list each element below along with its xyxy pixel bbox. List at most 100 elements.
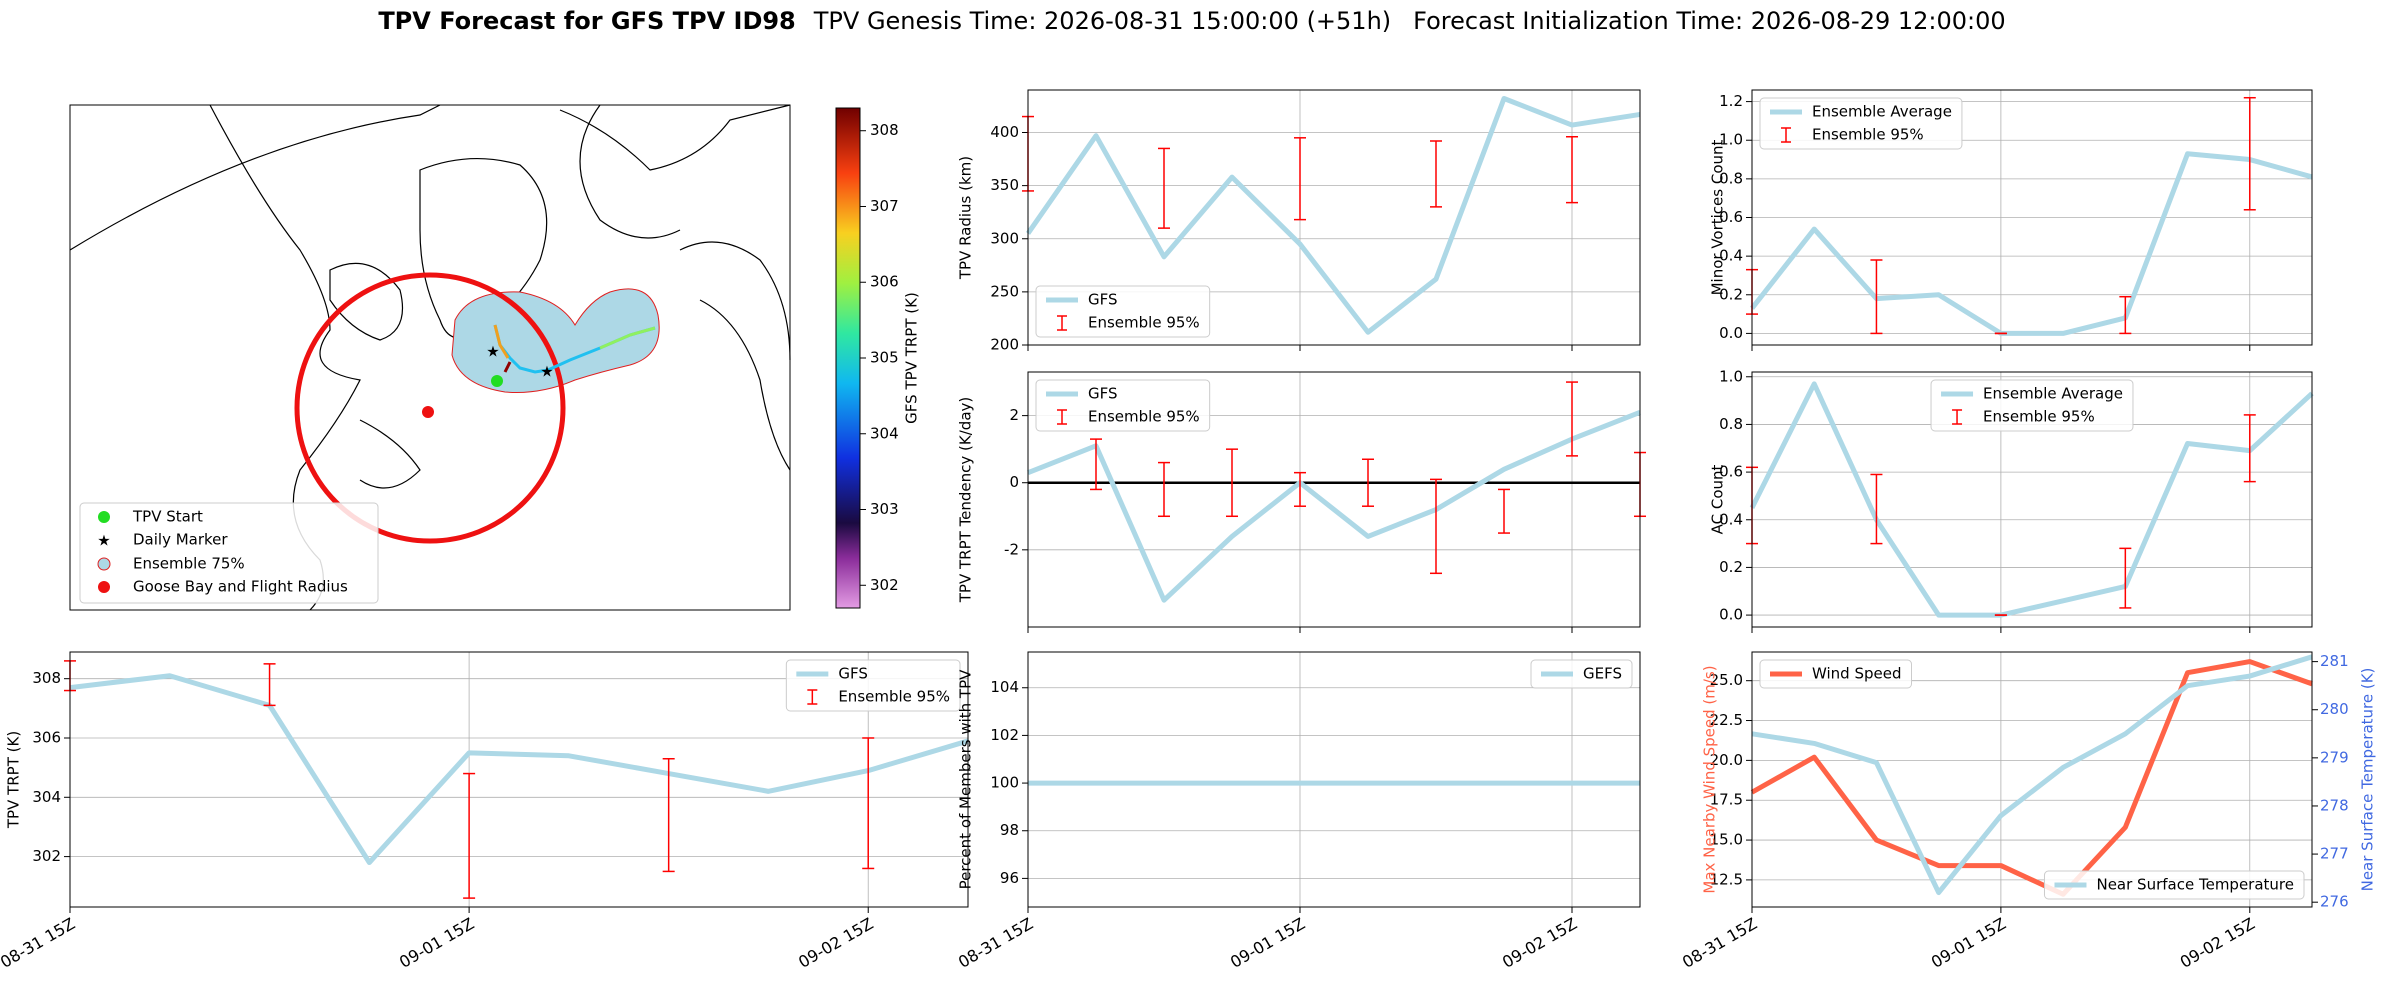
legend: GEFS: [1530, 659, 1633, 689]
y-tick-label: 0.4: [1719, 247, 1743, 265]
legend-marker: [97, 557, 111, 571]
y-tick-label: 25.0: [1710, 671, 1743, 689]
map-panel: ★ ★ ★ TPV Start Daily Marker Ensemble 75…: [69, 104, 921, 611]
legend-marker: [98, 581, 110, 593]
error-bar: [1090, 438, 1102, 491]
plot-frame: [1027, 651, 1641, 908]
x-tick-label: 09-01 15Z: [396, 914, 477, 972]
error-bar: [2243, 414, 2256, 483]
tpv-start: [491, 375, 503, 387]
x-tick-label: 09-02 15Z: [2177, 914, 2258, 972]
legend-label: Ensemble 95%: [1088, 314, 1200, 332]
plot-frame: [1751, 371, 2313, 628]
legend-marker: [98, 511, 110, 523]
y-tick-label: 17.5: [1710, 791, 1743, 809]
error-bar: [263, 663, 276, 707]
y-tick-label: 0.8: [1719, 415, 1743, 433]
y-tick-label: 12.5: [1710, 870, 1743, 888]
x-tick-label: 08-31 15Z: [0, 914, 78, 972]
error-bar: [463, 772, 476, 899]
legend-label: TPV Start: [132, 508, 203, 526]
error-bar: [862, 737, 875, 870]
series-line: [1025, 96, 1641, 335]
y-tick-label: 0.8: [1719, 169, 1743, 187]
track-red: [503, 361, 512, 373]
series-line: [1749, 381, 2314, 618]
colorbar-tick-label: 308: [870, 121, 899, 139]
legend-frame: [785, 659, 961, 712]
legend-frame: [1759, 659, 1912, 689]
y-tick-label: 98: [1000, 821, 1019, 839]
y-tick-label: 20.0: [1710, 751, 1743, 769]
series-line: [1751, 654, 2313, 896]
legend-label: Wind Speed: [1812, 665, 1902, 683]
error-bar: [1226, 448, 1238, 518]
x-tick-label: 09-01 15Z: [1928, 914, 2009, 972]
colorbar-tick-label: 305: [870, 349, 899, 367]
colorbar-tick-label: 302: [870, 576, 899, 594]
error-bar: [1430, 140, 1442, 208]
legend: GFS Ensemble 95%: [1035, 285, 1211, 338]
y-tick-label: 300: [990, 229, 1019, 247]
error-bar: [1498, 488, 1510, 534]
y-tick-label: 96: [1000, 869, 1019, 887]
legend-label: Ensemble Average: [1812, 103, 1952, 121]
colorbar-tick-label: 303: [870, 500, 899, 518]
y2-tick-label: 277: [2320, 845, 2349, 863]
title-init: Forecast Initialization Time: 2026-08-29…: [1413, 7, 2006, 35]
y-axis-label: TPV Radius (km): [957, 156, 975, 280]
error-bar: [1158, 461, 1170, 518]
x-tick-label: 09-02 15Z: [1499, 914, 1580, 972]
figure-title: TPV Forecast for GFS TPV ID98 TPV Genesis…: [378, 7, 2005, 35]
y-tick-label: 1.0: [1719, 367, 1743, 385]
error-bar: [1566, 136, 1578, 204]
legend-label: Daily Marker: [133, 531, 228, 549]
y2-axis-label: Near Surface Temperature (K): [2359, 668, 2377, 892]
y-tick-label: 0: [1009, 473, 1019, 491]
legend: Ensemble Average Ensemble 95%: [1930, 379, 2134, 432]
colorbar-tick-label: 306: [870, 273, 899, 291]
series-line: [1027, 409, 1641, 603]
y-tick-label: 200: [990, 336, 1019, 354]
y-tick-label: 102: [990, 726, 1019, 744]
error-bar: [1870, 259, 1883, 335]
legend-label: Ensemble 95%: [1983, 408, 2095, 426]
y-tick-label: 0.4: [1719, 510, 1743, 528]
legend-label: GFS: [1088, 291, 1118, 309]
error-bar: [1362, 458, 1374, 507]
error-bar: [1870, 473, 1883, 545]
title-genesis: TPV Genesis Time: 2026-08-31 15:00:00 (+…: [813, 7, 1391, 35]
legend-label: Ensemble 75%: [133, 555, 245, 573]
y-tick-label: 1.2: [1719, 92, 1743, 110]
legend: Ensemble Average Ensemble 95%: [1759, 97, 1963, 150]
y-axis-label: TPV TRPT (K): [5, 731, 23, 829]
legend-frame: [1035, 379, 1211, 432]
y-tick-label: 306: [32, 728, 61, 746]
y-tick-label: -2: [1004, 540, 1019, 558]
legend-frame: [1035, 285, 1211, 338]
y-axis-label: Minor Vortices Count: [1709, 139, 1727, 295]
y-tick-label: 0.0: [1719, 606, 1743, 624]
error-bar: [1294, 471, 1306, 507]
legend: Wind Speed: [1759, 659, 1912, 689]
y-tick-label: 0.2: [1719, 285, 1743, 303]
title-main: TPV Forecast for GFS TPV ID98: [378, 7, 795, 35]
y2-tick-label: 281: [2320, 652, 2349, 670]
y-tick-label: 0.6: [1719, 463, 1743, 481]
y-tick-label: 1.0: [1719, 131, 1743, 149]
y-axis-label: Percent of Members with TPV: [957, 669, 975, 890]
legend: GFS Ensemble 95%: [785, 659, 961, 712]
track-green: [599, 326, 656, 350]
y-tick-label: 0.0: [1719, 324, 1743, 342]
error-bar: [662, 757, 675, 873]
legend-label: GFS: [838, 665, 868, 683]
y-axis-label: TPV TRPT Tendency (K/day): [957, 397, 975, 603]
legend-frame: [1530, 659, 1633, 689]
legend-frame: [1759, 97, 1963, 150]
y2-tick-label: 279: [2320, 748, 2349, 766]
daily-marker: ★: [540, 363, 553, 381]
error-bar: [1566, 381, 1578, 457]
goose-bay: [422, 406, 434, 418]
y-axis-label: Max Nearby Wind Speed (m/s): [1701, 665, 1719, 893]
